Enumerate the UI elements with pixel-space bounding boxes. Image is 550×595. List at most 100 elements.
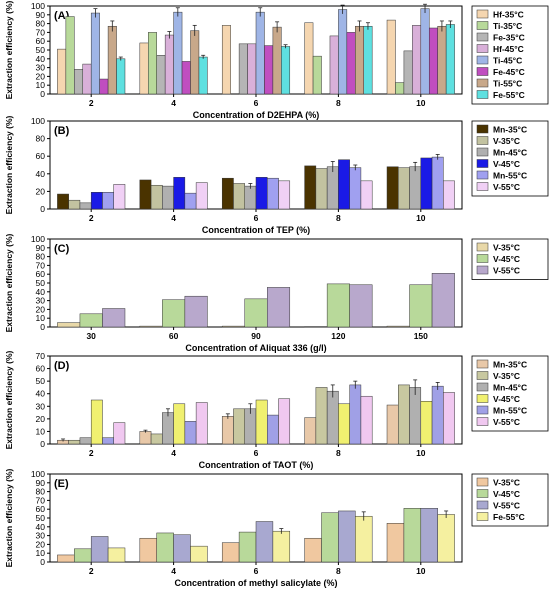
y-tick-label: 50 [36,376,46,386]
y-tick-label: 70 [36,495,46,505]
bar [173,534,191,563]
bar [355,515,373,563]
panel-label: (E) [54,478,69,490]
panel-label: (C) [54,243,70,255]
bar [221,416,234,445]
bar [255,11,265,95]
bar [173,11,183,95]
legend-swatch [476,500,489,510]
y-axis-label: Extraction efficiency (%) [4,468,14,567]
bar [312,55,322,95]
y-tick-label: 10 [36,426,46,436]
bar [349,384,362,445]
bar [315,387,328,445]
bar [360,395,373,445]
y-tick-label: 20 [36,71,46,81]
y-tick-label: 20 [36,186,46,196]
legend-label: Fe-55°C [493,512,525,522]
bar [255,177,268,210]
y-tick-label: 40 [36,287,46,297]
bar [113,422,126,445]
y-tick-label: 100 [31,1,45,11]
bar [139,325,163,328]
bar [57,322,81,328]
legend-swatch [476,9,489,19]
x-tick-label: 6 [254,98,259,108]
bar [150,184,163,210]
bar [304,165,317,210]
bar [386,166,399,210]
legend-swatch [476,124,489,134]
legend-swatch [476,405,489,415]
y-tick-label: 90 [36,10,46,20]
x-tick-label: 2 [89,98,94,108]
x-tick-label: 4 [171,213,176,223]
bar [349,284,373,328]
bar [82,63,92,95]
x-axis-label: Concentration of D2EHPA (%) [193,110,320,120]
y-tick-label: 60 [36,504,46,514]
y-tick-label: 0 [40,557,45,567]
bar [398,167,410,210]
x-tick-label: 8 [336,448,341,458]
legend-label: V-45°C [493,254,520,264]
y-axis-label: Extraction efficiency (%) [4,115,14,214]
panel-label: (D) [54,360,70,372]
x-tick-label: 6 [254,566,259,576]
bar [443,180,455,210]
bar [272,26,282,95]
legend-swatch [476,159,489,168]
y-axis-label: Extraction efficiency (%) [4,0,14,99]
bar [57,554,75,563]
y-tick-label: 20 [36,304,46,314]
x-tick-label: 4 [171,566,176,576]
bar [386,404,399,445]
bar [184,192,197,210]
y-tick-label: 80 [36,252,46,262]
bar [428,27,438,95]
bar [57,48,67,95]
y-tick-label: 0 [40,439,45,449]
bar [355,25,364,95]
bar [79,437,92,445]
bar [272,530,291,563]
bar [68,439,81,445]
bar [363,25,373,95]
bar [445,24,455,95]
legend-label: V-35°C [493,371,520,381]
x-tick-label: 8 [336,566,341,576]
bar [190,30,200,95]
y-tick-label: 10 [36,80,46,90]
legend-swatch [476,32,489,42]
legend-label: Mn-45°C [493,148,527,158]
x-tick-label: 4 [171,98,176,108]
bar [338,510,356,563]
bar [255,521,274,563]
legend-swatch [476,489,489,498]
legend-label: Fe-55°C [493,90,525,100]
bar [198,56,208,95]
bar [412,25,422,95]
legend-label: Ti-35°C [493,21,522,31]
y-tick-label: 60 [36,151,46,161]
bar [139,431,152,445]
bar [255,399,268,445]
legend-label: Mn-35°C [493,125,527,135]
legend-swatch [476,67,489,76]
legend-label: V-35°C [493,243,520,253]
bar [431,273,455,328]
x-tick-label: 2 [89,213,94,223]
y-tick-label: 100 [31,469,45,479]
bar [238,531,257,563]
bar [195,402,208,445]
y-tick-label: 40 [36,522,46,532]
y-axis-label: Extraction efficiency (%) [4,233,14,332]
y-tick-label: 30 [36,401,46,411]
bar [65,16,75,95]
bar [150,433,163,445]
bar [90,536,109,563]
x-tick-label: 10 [416,566,426,576]
bar [74,69,84,95]
bar [267,414,279,445]
